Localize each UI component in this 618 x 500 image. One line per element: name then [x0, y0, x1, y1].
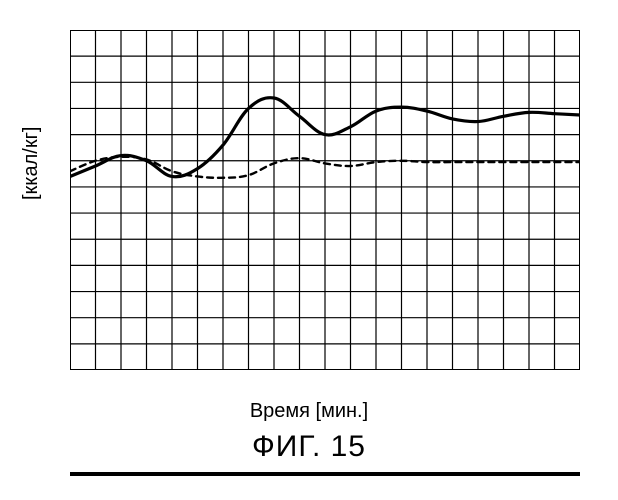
x-axis-label: Время [мин.] — [0, 400, 618, 423]
bottom-rule — [70, 472, 580, 476]
chart-svg — [70, 30, 580, 370]
figure-canvas: [ккал/кг] Время [мин.] ФИГ. 15 — [0, 0, 618, 500]
chart-plot-area — [70, 30, 580, 370]
y-axis-label: [ккал/кг] — [20, 127, 43, 200]
grid — [70, 30, 580, 370]
figure-caption: ФИГ. 15 — [0, 430, 618, 464]
